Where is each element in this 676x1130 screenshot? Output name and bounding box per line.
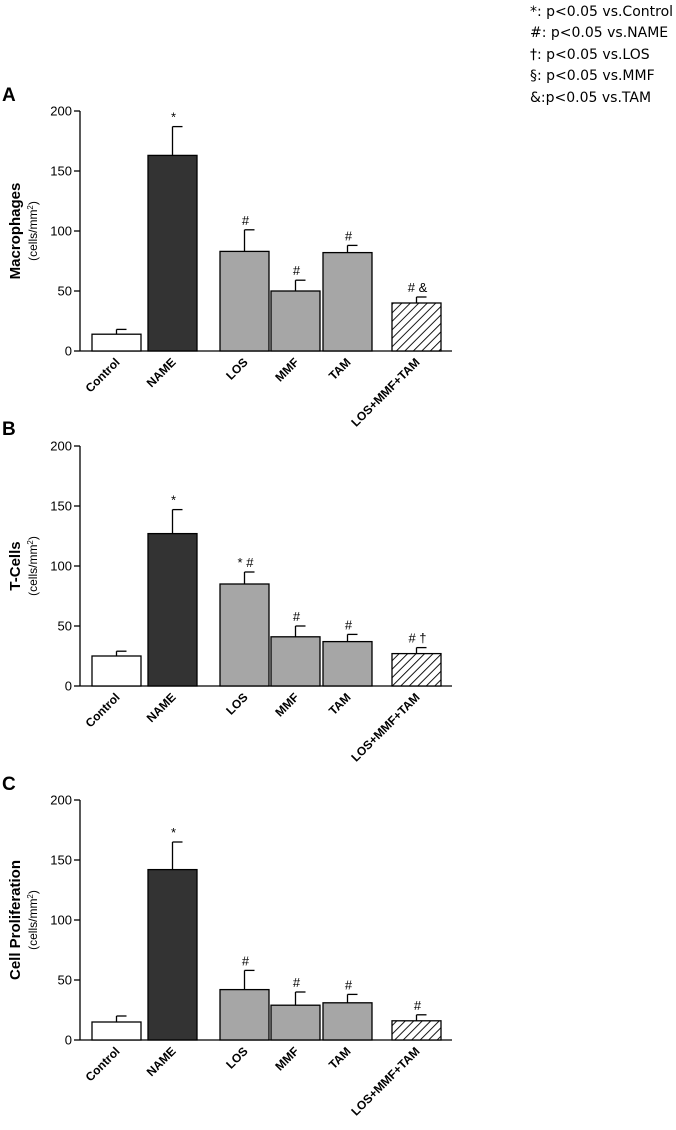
x-tick-label-c-los-mmf-tam: LOS+MMF+TAM: [348, 1044, 422, 1118]
x-tick-label-c-control: Control: [83, 1044, 123, 1084]
panel-b: B T-Cells (cells/mm2) 0 50 100 150 200 Control * N…: [2, 419, 452, 765]
x-tick-label-a-los-mmf-tam: LOS+MMF+TAM: [348, 355, 422, 429]
bar-c-los: [219, 988, 270, 1041]
y-tick-label-c-0: 0: [65, 1033, 72, 1048]
bar-a-tam: [322, 251, 373, 352]
x-tick-label-a-control: Control: [83, 355, 123, 395]
panel-c: C Cell Proliferation (cells/mm2) 0 50 100 150 2…: [2, 774, 452, 1119]
bar-a-control: [91, 333, 142, 352]
sig-label-b-mmf: #: [293, 609, 301, 624]
legend-entry-mmf: §: p<0.05 vs.MMF: [530, 68, 655, 85]
legend-entry-los: †: p<0.05 vs.LOS: [530, 46, 650, 63]
y-tick-label-c-100: 100: [50, 913, 72, 928]
bar-a-los: [219, 250, 270, 352]
sig-label-b-los-mmf-tam: # †: [408, 631, 426, 646]
y-axis-unit-b: (cells/mm2): [26, 536, 40, 596]
sig-label-c-mmf: #: [293, 975, 301, 990]
x-tick-label-b-los-mmf-tam: LOS+MMF+TAM: [348, 690, 422, 764]
y-tick-label-b-50: 50: [58, 619, 72, 634]
bar-a-los-mmf-tam: [391, 302, 442, 352]
y-tick-label-c-200: 200: [50, 793, 72, 808]
bar-b-mmf: [270, 636, 321, 687]
y-tick-label-b-0: 0: [65, 679, 72, 694]
bar-c-los-mmf-tam: [391, 1020, 442, 1041]
sig-label-a-name: *: [171, 110, 176, 125]
bar-a-name: [147, 154, 198, 352]
x-tick-label-c-los: LOS: [223, 1044, 250, 1071]
sig-label-c-los-mmf-tam: #: [414, 998, 422, 1013]
sig-label-a-los: #: [242, 213, 250, 228]
y-axis-unit-c: (cells/mm2): [26, 890, 40, 950]
bar-b-tam: [322, 640, 373, 687]
x-tick-label-a-name: NAME: [144, 355, 179, 390]
sig-label-b-tam: #: [345, 617, 353, 632]
x-tick-label-c-tam: TAM: [326, 1044, 354, 1072]
y-tick-label-a-150: 150: [50, 164, 72, 179]
bar-b-los: [219, 583, 270, 687]
y-axis-label-a: Macrophages: [7, 183, 24, 280]
y-tick-label-c-50: 50: [58, 973, 72, 988]
bar-c-control: [91, 1021, 142, 1041]
x-tick-label-c-name: NAME: [144, 1044, 179, 1079]
y-tick-label-c-150: 150: [50, 853, 72, 868]
bar-b-los-mmf-tam: [391, 652, 442, 687]
y-tick-label-a-0: 0: [65, 344, 72, 359]
bar-c-mmf: [270, 1004, 321, 1041]
bar-b-name: [147, 532, 198, 687]
x-tick-label-b-mmf: MMF: [272, 690, 301, 719]
significance-legend: *: p<0.05 vs.Control #: p<0.05 vs.NAME †…: [530, 2, 673, 109]
y-tick-label-a-200: 200: [50, 104, 72, 119]
y-tick-label-b-100: 100: [50, 559, 72, 574]
bar-a-mmf: [270, 290, 321, 352]
legend-entry-control: *: p<0.05 vs.Control: [530, 4, 674, 20]
y-tick-label-b-200: 200: [50, 439, 72, 454]
y-tick-label-a-50: 50: [58, 284, 72, 299]
legend-entry-tam: &:p<0.05 vs.TAM: [530, 89, 652, 106]
x-tick-label-b-control: Control: [83, 690, 123, 730]
sig-label-b-name: *: [171, 493, 176, 508]
sig-label-c-los: #: [242, 953, 250, 968]
panel-letter-b: B: [2, 419, 16, 440]
sig-label-a-los-mmf-tam: # &: [408, 280, 428, 295]
y-tick-label-a-100: 100: [50, 224, 72, 239]
x-tick-label-a-los: LOS: [223, 355, 250, 382]
y-tick-label-b-150: 150: [50, 499, 72, 514]
bar-c-name: [147, 868, 198, 1041]
sig-label-a-tam: #: [345, 228, 353, 243]
panel-letter-c: C: [2, 774, 16, 795]
sig-label-b-los: * #: [238, 555, 255, 570]
y-axis-label-c: Cell Proliferation: [7, 860, 24, 980]
x-tick-label-b-tam: TAM: [326, 690, 354, 718]
bar-b-control: [91, 655, 142, 687]
legend-entry-name: #: p<0.05 vs.NAME: [530, 25, 669, 42]
x-tick-label-b-los: LOS: [223, 690, 250, 717]
bar-c-tam: [322, 1002, 373, 1041]
panel-letter-a: A: [2, 85, 16, 106]
x-tick-label-a-tam: TAM: [326, 355, 354, 383]
sig-label-c-name: *: [171, 825, 176, 840]
x-tick-label-c-mmf: MMF: [272, 1044, 301, 1073]
x-tick-label-b-name: NAME: [144, 690, 179, 725]
x-tick-label-a-mmf: MMF: [272, 355, 301, 384]
y-axis-unit-a: (cells/mm2): [26, 201, 40, 261]
y-axis-label-b: T-Cells: [7, 541, 24, 590]
sig-label-a-mmf: #: [293, 263, 301, 278]
sig-label-c-tam: #: [345, 977, 353, 992]
panel-a: A Macrophages (cells/mm2) 0 50 100 150 200 Contr…: [2, 85, 452, 430]
